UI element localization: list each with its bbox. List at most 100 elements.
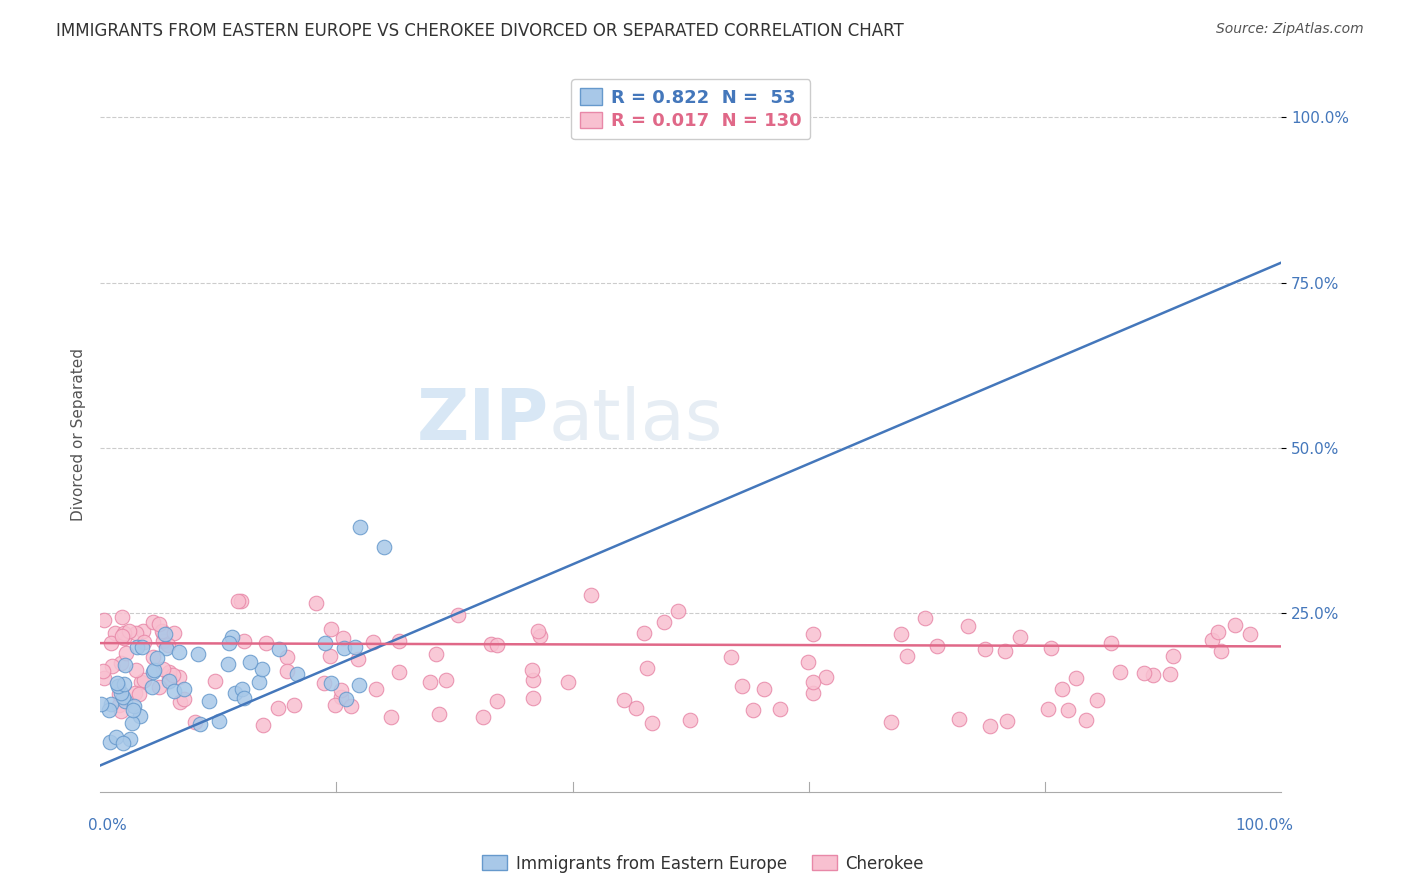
Point (100, 697, 122, 711)
Point (652, 615, 675, 629)
Point (979, 719, 1001, 733)
Point (640, 715, 662, 730)
Point (134, 635, 156, 649)
Point (797, 655, 820, 669)
Point (769, 702, 792, 716)
Point (679, 714, 702, 728)
Point (974, 641, 997, 656)
Point (948, 712, 970, 726)
Point (624, 701, 647, 715)
Point (155, 627, 177, 641)
Point (218, 636, 240, 650)
Point (425, 647, 447, 661)
Point (801, 686, 824, 700)
Point (167, 669, 190, 683)
Point (129, 674, 152, 689)
Point (529, 629, 551, 643)
Point (107, 679, 129, 693)
Point (914, 611, 936, 625)
Point (148, 617, 170, 632)
Point (167, 645, 190, 659)
Point (1036, 702, 1059, 716)
Point (1142, 668, 1164, 682)
Point (1159, 667, 1181, 681)
Point (157, 674, 180, 689)
Point (815, 670, 838, 684)
Point (131, 640, 153, 654)
Point (112, 626, 135, 640)
Point (880, 715, 903, 730)
Point (169, 695, 191, 709)
Point (132, 673, 155, 687)
Point (1010, 630, 1032, 644)
Point (112, 632, 135, 646)
Point (249, 675, 271, 690)
Point (231, 682, 253, 697)
Point (636, 660, 658, 674)
Point (256, 636, 278, 650)
Point (217, 657, 239, 671)
Point (890, 626, 912, 640)
Point (157, 638, 180, 652)
Text: Source: ZipAtlas.com: Source: ZipAtlas.com (1216, 22, 1364, 37)
Point (803, 674, 825, 689)
Point (118, 624, 141, 638)
Point (557, 675, 579, 690)
Point (896, 648, 918, 663)
Point (111, 610, 134, 624)
Point (110, 704, 132, 718)
Point (107, 698, 129, 713)
Point (110, 657, 132, 671)
Point (145, 651, 167, 665)
Point (801, 627, 824, 641)
Point (520, 663, 543, 677)
Legend: R = 0.822  N =  53, R = 0.017  N = 130: R = 0.822 N = 53, R = 0.017 N = 130 (571, 79, 810, 139)
Point (148, 680, 170, 694)
Point (122, 698, 145, 713)
Text: ZIP: ZIP (416, 386, 548, 455)
Point (152, 662, 174, 676)
Point (486, 694, 509, 708)
Text: 0.0%: 0.0% (89, 819, 127, 833)
Point (1085, 693, 1108, 707)
Point (155, 641, 177, 656)
Text: atlas: atlas (548, 386, 723, 455)
Point (93, 613, 115, 627)
Point (312, 676, 335, 690)
Point (267, 700, 290, 714)
Point (343, 640, 366, 654)
Point (267, 641, 290, 656)
Point (446, 607, 468, 622)
Point (925, 639, 948, 653)
Point (224, 686, 246, 700)
Point (163, 626, 186, 640)
Legend: Immigrants from Eastern Europe, Cherokee: Immigrants from Eastern Europe, Cherokee (475, 848, 931, 880)
Point (132, 624, 155, 639)
Point (419, 674, 441, 689)
Point (283, 698, 305, 713)
Point (142, 665, 165, 680)
Point (1039, 641, 1062, 656)
Point (198, 694, 221, 708)
Point (143, 663, 166, 677)
Point (340, 698, 363, 713)
Point (479, 636, 502, 650)
Point (1109, 665, 1132, 679)
Point (141, 681, 163, 695)
Point (229, 593, 252, 607)
Point (522, 690, 544, 705)
Point (93, 671, 115, 685)
Point (1201, 632, 1223, 647)
Point (995, 714, 1018, 728)
Point (1206, 624, 1229, 639)
Point (349, 677, 371, 691)
Point (276, 649, 298, 664)
Point (100, 636, 122, 650)
Point (633, 625, 655, 640)
Point (110, 686, 132, 700)
Point (1099, 635, 1122, 649)
Text: IMMIGRANTS FROM EASTERN EUROPE VS CHEROKEE DIVORCED OR SEPARATED CORRELATION CHA: IMMIGRANTS FROM EASTERN EUROPE VS CHEROK… (56, 22, 904, 40)
Point (208, 714, 231, 728)
Point (285, 667, 308, 681)
Point (323, 698, 346, 712)
